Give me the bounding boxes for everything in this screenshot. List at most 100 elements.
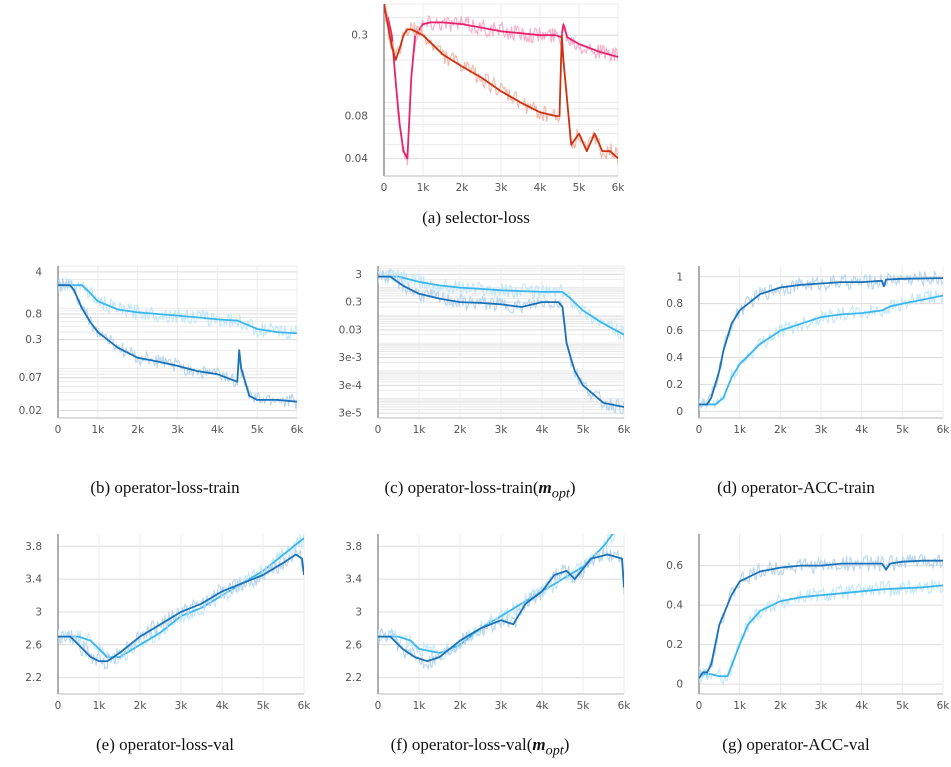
- y-tick-label: 3.8: [25, 541, 42, 553]
- chart-svg: 0.02 0.07 0.3 0.8 4 0 1k 2k 3k 4k 5k 6k: [19, 265, 305, 436]
- caption-sub: opt: [551, 485, 570, 502]
- y-tick-label: 3: [355, 606, 362, 618]
- y-tick-label: 1: [676, 271, 683, 283]
- x-tick-label: 3k: [495, 700, 509, 712]
- grid: [698, 534, 944, 694]
- chart-operator-loss-val-mopt: 2.2 2.6 3 3.4 3.8 0 1k 2k 3k 4k 5k 6k: [320, 530, 632, 718]
- grid: [57, 265, 298, 418]
- y-tick-label: 0.8: [25, 308, 42, 320]
- chart-operator-loss-train: 0.02 0.07 0.3 0.8 4 0 1k 2k 3k 4k 5k 6k: [0, 262, 305, 442]
- series-line: [699, 584, 943, 678]
- series-raw-line: [378, 268, 624, 415]
- x-tick-label: 5k: [577, 700, 591, 712]
- caption-var: m: [538, 478, 552, 497]
- y-tick-label: 0.2: [666, 379, 683, 391]
- x-tick-label: 5k: [896, 424, 910, 436]
- x-tick-label: 3k: [175, 700, 189, 712]
- series: [699, 579, 943, 686]
- x-tick-label: 0: [375, 424, 382, 436]
- x-tick-label: 5k: [257, 700, 271, 712]
- chart-operator-loss-val: 2.2 2.6 3 3.4 3.8 0 1k 2k 3k 4k 5k 6k: [0, 530, 312, 718]
- grid: [383, 3, 619, 177]
- caption-text: (e) operator-loss-val: [96, 735, 234, 754]
- x-tick-label: 4k: [534, 182, 548, 194]
- x-tick-label: 2k: [774, 700, 788, 712]
- chart-svg: 0 0.2 0.4 0.6 0.8 1 0 1k 2k 3k 4k 5k 6k: [666, 266, 950, 436]
- series-line: [384, 9, 618, 160]
- x-tick-label: 2k: [454, 700, 468, 712]
- x-tick-label: 6k: [612, 182, 626, 194]
- series-line: [384, 4, 618, 160]
- x-tick-label: 6k: [937, 700, 951, 712]
- chart-svg: 2.2 2.6 3 3.4 3.8 0 1k 2k 3k 4k 5k 6k: [345, 534, 632, 712]
- y-tick-label: 2.6: [345, 639, 362, 651]
- caption-text: (a) selector-loss: [422, 208, 530, 227]
- caption-var: m: [532, 735, 546, 754]
- x-tick-label: 3k: [495, 424, 509, 436]
- x-tick-label: 4k: [536, 700, 550, 712]
- x-tick-label: 0: [55, 700, 62, 712]
- x-tick-label: 0: [375, 700, 382, 712]
- x-tick-label: 0: [55, 424, 62, 436]
- x-tick-label: 6k: [291, 424, 305, 436]
- x-tick-label: 2k: [134, 700, 148, 712]
- series-raw-line: [384, 5, 618, 166]
- series: [58, 547, 304, 671]
- caption-b: (b) operator-loss-train: [0, 478, 330, 498]
- y-tick-label: 0.6: [666, 560, 683, 572]
- y-tick-label: 2.2: [25, 672, 42, 684]
- series-line: [699, 294, 943, 406]
- series-line: [58, 553, 304, 663]
- chart-svg: 2.2 2.6 3 3.4 3.8 0 1k 2k 3k 4k 5k 6k: [25, 534, 312, 712]
- x-tick-label: 0: [381, 182, 388, 194]
- y-tick-label: 0.02: [19, 405, 42, 417]
- series-line: [378, 275, 624, 408]
- caption-prefix: (c) operator-loss-train(: [384, 478, 539, 497]
- caption-a: (a) selector-loss: [326, 208, 626, 228]
- series: [378, 268, 624, 415]
- x-tick-label: 2k: [131, 424, 145, 436]
- caption-c: (c) operator-loss-train(mopt): [320, 478, 640, 502]
- x-tick-label: 6k: [618, 700, 632, 712]
- x-tick-label: 4k: [855, 700, 869, 712]
- series: [378, 534, 616, 661]
- chart-svg: 0 0.2 0.4 0.6 0 1k 2k 3k 4k 5k 6k: [666, 534, 951, 712]
- series-line: [378, 534, 614, 654]
- x-tick-label: 1k: [417, 182, 431, 194]
- y-tick-label: 0.4: [666, 600, 683, 612]
- x-tick-label: 3k: [815, 700, 829, 712]
- chart-svg: 3e-5 3e-4 3e-3 0.03 0.3 3 0 1k 2k 3k 4k 5k 6k: [338, 265, 631, 436]
- series-line: [378, 275, 624, 336]
- y-tick-label: 3.4: [345, 574, 362, 586]
- caption-text: (g) operator-ACC-val: [722, 735, 870, 754]
- y-tick-label: 0: [676, 406, 683, 418]
- x-tick-label: 2k: [774, 424, 788, 436]
- x-tick-label: 4k: [211, 424, 225, 436]
- x-tick-label: 0: [696, 424, 703, 436]
- y-tick-label: 3e-5: [338, 408, 362, 420]
- x-tick-label: 4k: [855, 424, 869, 436]
- y-tick-label: 4: [35, 266, 42, 278]
- y-tick-label: 0.4: [666, 352, 683, 364]
- chart-operator-loss-train-mopt: 3e-5 3e-4 3e-3 0.03 0.3 3 0 1k 2k 3k 4k 5k 6k: [320, 262, 632, 442]
- chart-selector-loss: 0.04 0.08 0.3 0 1k 2k 3k 4k 5k 6k: [326, 0, 626, 200]
- caption-e: (e) operator-loss-val: [0, 735, 330, 755]
- y-tick-label: 0.2: [666, 639, 683, 651]
- y-tick-label: 3.4: [25, 574, 42, 586]
- x-tick-label: 0: [696, 700, 703, 712]
- y-tick-label: 0.03: [339, 324, 362, 336]
- series-line: [58, 284, 297, 403]
- x-tick-label: 6k: [298, 700, 312, 712]
- x-tick-label: 1k: [93, 700, 107, 712]
- caption-g: (g) operator-ACC-val: [641, 735, 951, 755]
- x-tick-label: 4k: [536, 424, 550, 436]
- series: [384, 5, 618, 166]
- y-tick-label: 0.3: [351, 30, 368, 42]
- y-tick-label: 3.8: [345, 541, 362, 553]
- x-tick-label: 1k: [413, 700, 427, 712]
- y-tick-label: 3e-3: [338, 352, 362, 364]
- grid: [698, 266, 944, 418]
- y-tick-label: 0: [676, 679, 683, 691]
- x-tick-label: 2k: [456, 182, 470, 194]
- x-tick-label: 5k: [896, 700, 910, 712]
